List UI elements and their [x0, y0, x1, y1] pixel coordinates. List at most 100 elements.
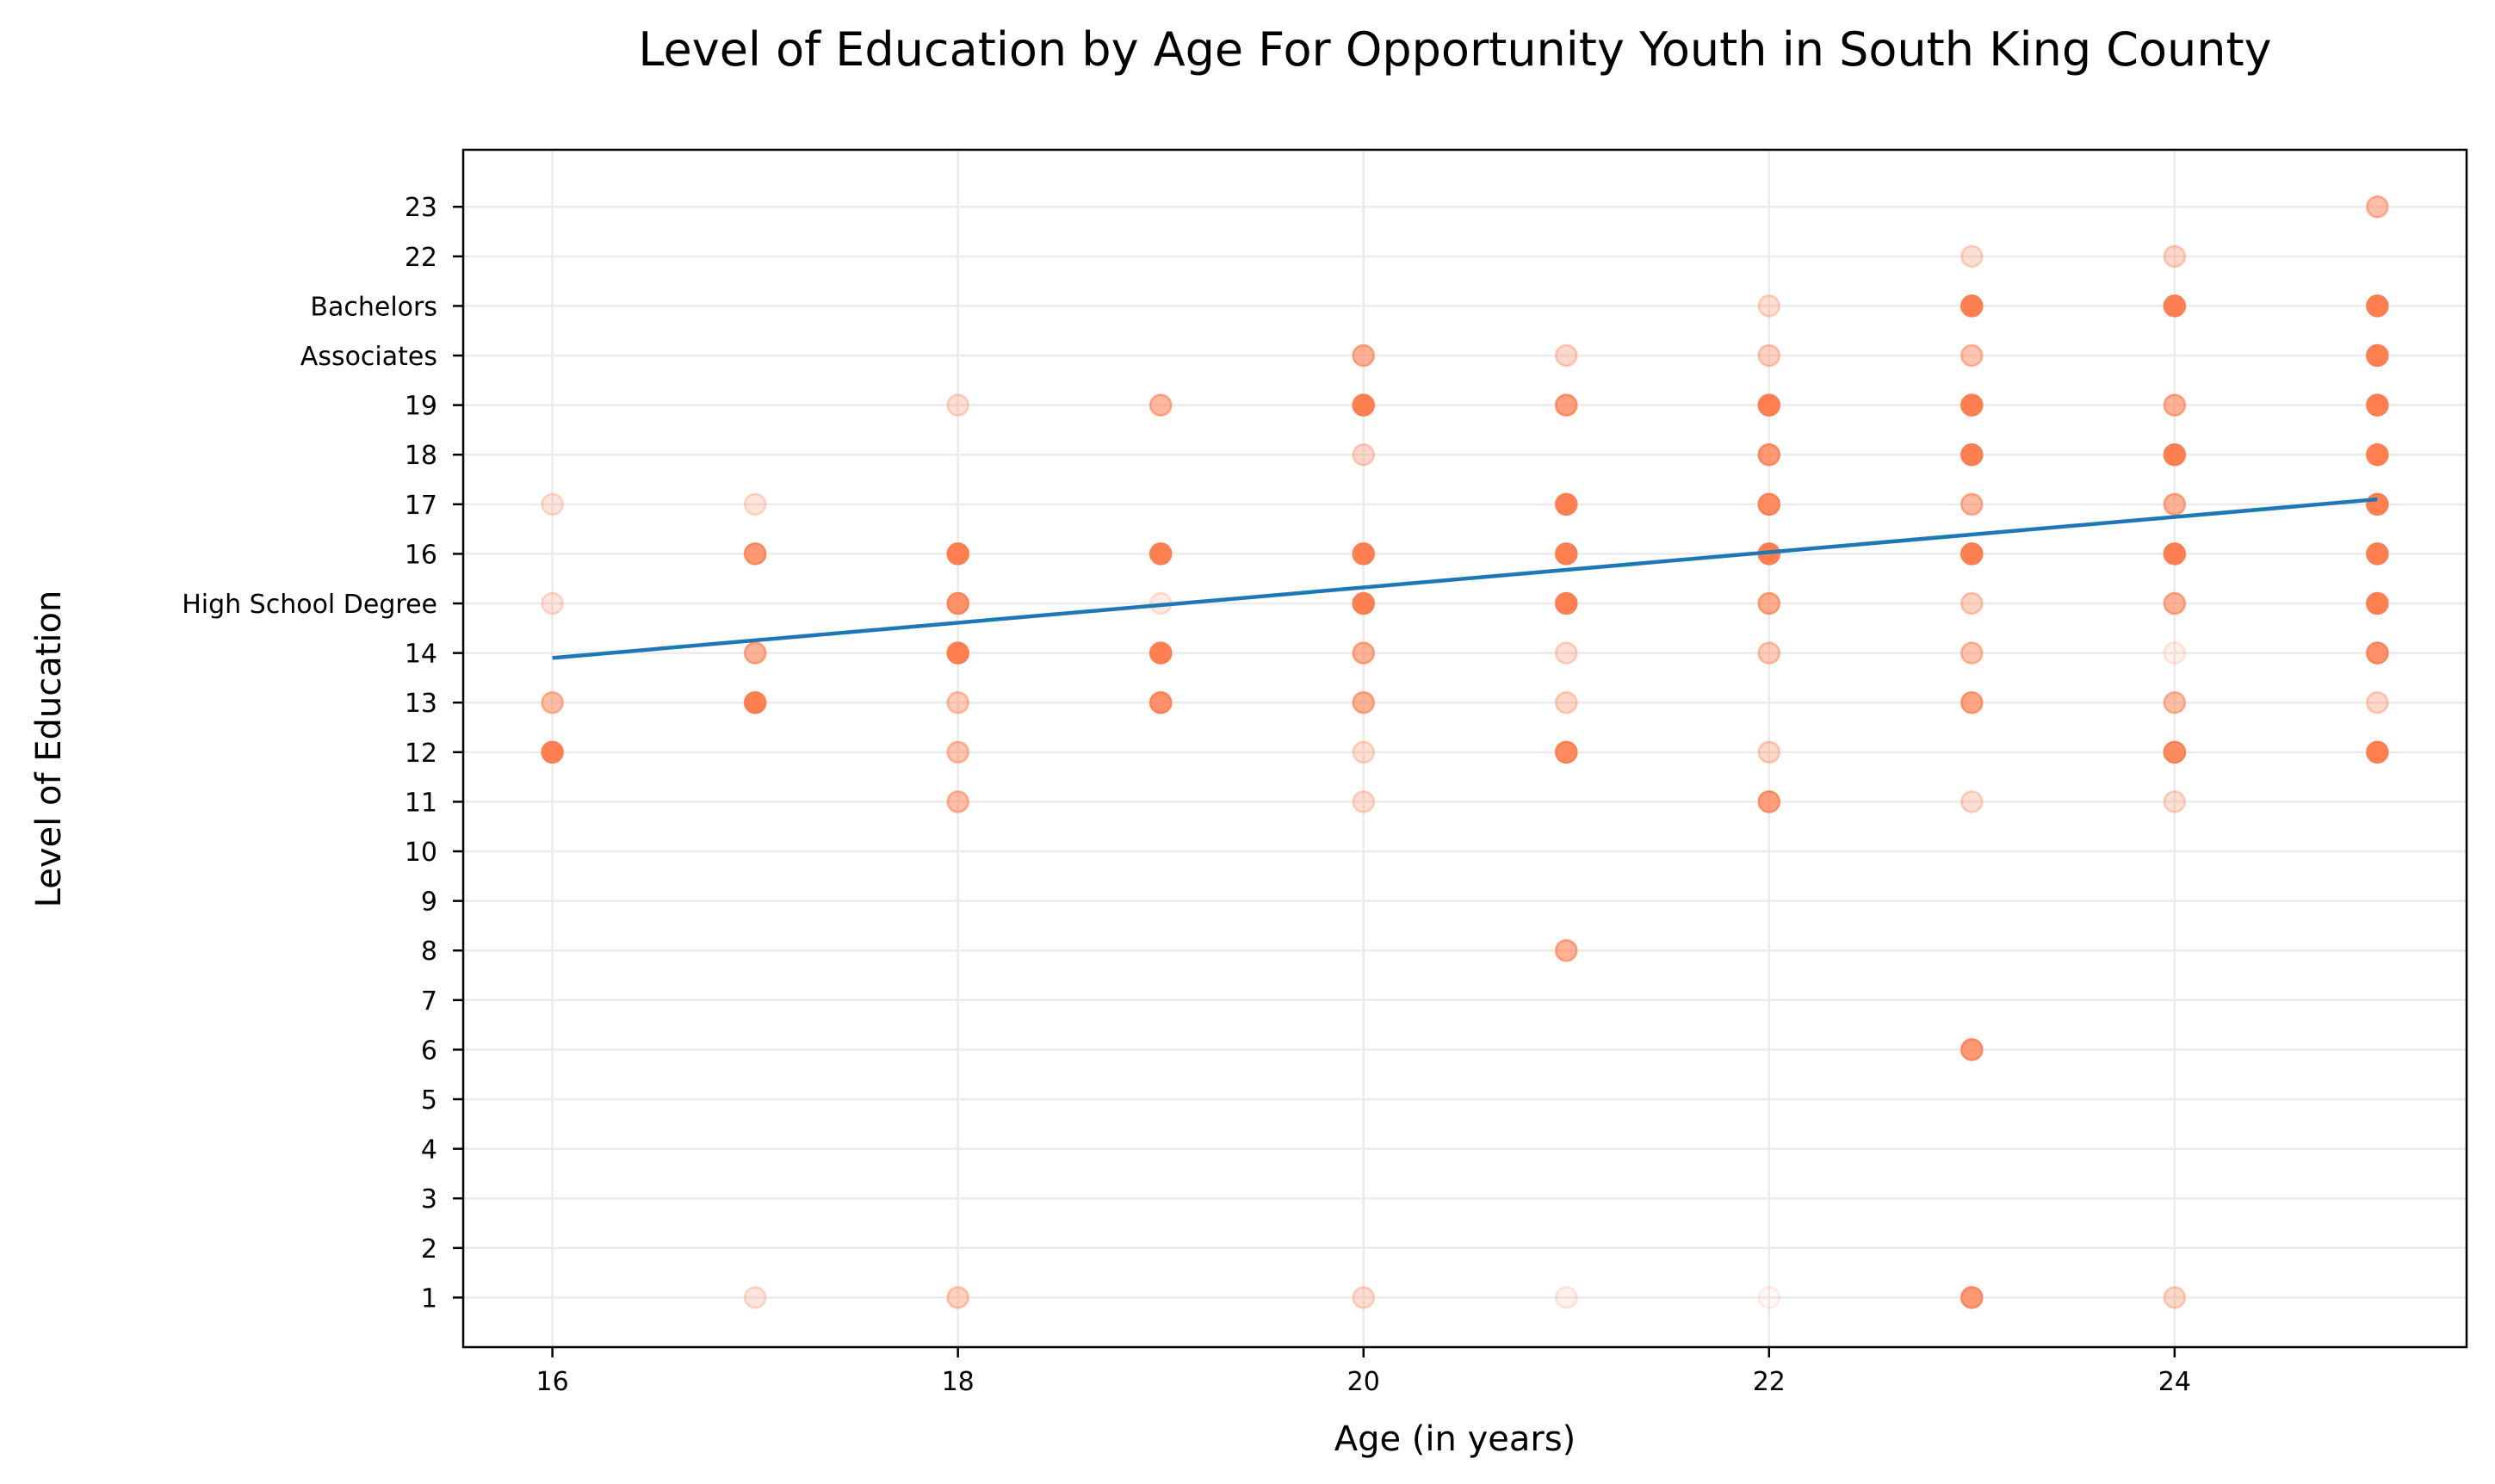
data-point	[2163, 641, 2187, 665]
data-point	[1757, 294, 1781, 318]
data-point	[1757, 1286, 1781, 1309]
data-point	[1757, 492, 1781, 516]
y-tick-label: 22	[405, 243, 437, 273]
trend-line	[552, 497, 2378, 660]
x-tick-label: 24	[2158, 1367, 2191, 1397]
y-tick-label: 17	[405, 491, 437, 521]
data-point	[946, 790, 969, 813]
data-point	[2163, 740, 2187, 764]
data-point	[1757, 591, 1781, 615]
y-tick-label: 14	[405, 640, 437, 670]
data-point	[2366, 294, 2389, 318]
y-tick-label: 2	[421, 1234, 437, 1264]
data-point	[2163, 294, 2187, 318]
data-point	[2163, 790, 2187, 813]
data-point	[2366, 690, 2389, 714]
data-point	[1148, 641, 1173, 665]
data-point	[1555, 343, 1578, 368]
data-point	[946, 740, 969, 764]
grid-lines	[463, 150, 2467, 1347]
data-point	[1960, 294, 1984, 318]
data-point	[2163, 591, 2187, 615]
y-tick-label: 23	[405, 193, 437, 223]
data-point	[1148, 690, 1173, 714]
y-tick-label: 18	[405, 441, 437, 471]
data-point	[743, 492, 767, 516]
data-point	[2366, 343, 2389, 368]
data-point	[541, 690, 564, 714]
y-tick-label: 16	[405, 540, 437, 570]
data-point	[1757, 343, 1781, 368]
data-point	[2366, 542, 2389, 566]
data-point	[2163, 1286, 2187, 1309]
data-point	[946, 641, 969, 665]
data-point	[1555, 492, 1578, 516]
data-point	[2366, 393, 2389, 417]
data-point	[2366, 641, 2389, 665]
y-axis-label: Level of Education	[29, 591, 69, 908]
y-tick-label: 12	[405, 739, 437, 769]
data-point	[2163, 244, 2187, 269]
data-point	[2163, 492, 2187, 516]
data-point	[743, 542, 767, 566]
data-point	[1757, 641, 1781, 665]
data-point	[1757, 442, 1781, 467]
data-point	[1352, 641, 1375, 665]
data-point	[1352, 343, 1375, 368]
y-tick-label: 6	[421, 1036, 437, 1066]
data-point	[1352, 442, 1375, 467]
x-tick-label: 20	[1347, 1367, 1380, 1397]
data-point	[2163, 690, 2187, 714]
data-point	[1555, 542, 1578, 566]
data-points	[541, 195, 2389, 1309]
y-tick-label: 3	[421, 1184, 437, 1215]
data-point	[946, 542, 969, 566]
data-point	[1352, 790, 1375, 813]
data-point	[1960, 244, 1984, 269]
y-tick-label: 7	[421, 986, 437, 1017]
data-point	[541, 591, 564, 615]
data-point	[1960, 1038, 1984, 1061]
data-point	[1555, 393, 1578, 417]
data-point	[946, 1286, 969, 1309]
data-point	[2366, 591, 2389, 615]
x-axis-label: Age (in years)	[1334, 1419, 1576, 1459]
y-tick-label: 9	[421, 887, 437, 918]
data-point	[541, 492, 564, 516]
chart-title: Level of Education by Age For Opportunit…	[638, 22, 2271, 77]
x-tick-label: 18	[942, 1367, 975, 1397]
data-point	[2366, 492, 2389, 516]
data-point	[1960, 393, 1984, 417]
data-point	[1960, 790, 1984, 813]
data-point	[1352, 393, 1375, 417]
data-point	[1555, 1286, 1578, 1309]
data-point	[1555, 641, 1578, 665]
data-point	[946, 591, 969, 615]
x-axis-ticks: 16 18 20 22 24	[536, 1347, 2191, 1397]
x-tick-label: 16	[536, 1367, 569, 1397]
data-point	[1960, 492, 1984, 516]
data-point	[1757, 393, 1781, 417]
data-point	[1352, 591, 1375, 615]
data-point	[1960, 641, 1984, 665]
y-tick-label: 4	[421, 1135, 437, 1166]
data-point	[1757, 740, 1781, 764]
data-point	[743, 641, 767, 665]
y-tick-label: 11	[405, 788, 437, 818]
y-tick-label: Associates	[300, 342, 437, 372]
y-tick-label: 8	[421, 937, 437, 967]
data-point	[743, 690, 767, 714]
data-point	[541, 740, 564, 764]
data-point	[1352, 740, 1375, 764]
y-tick-label: 19	[405, 392, 437, 422]
data-point	[1960, 1286, 1984, 1309]
data-point	[1555, 740, 1578, 764]
data-point	[1148, 542, 1173, 566]
data-point	[1555, 690, 1578, 714]
data-point	[2366, 740, 2389, 764]
data-point	[1352, 690, 1375, 714]
data-point	[1757, 790, 1781, 813]
plot-frame	[461, 148, 2468, 1349]
